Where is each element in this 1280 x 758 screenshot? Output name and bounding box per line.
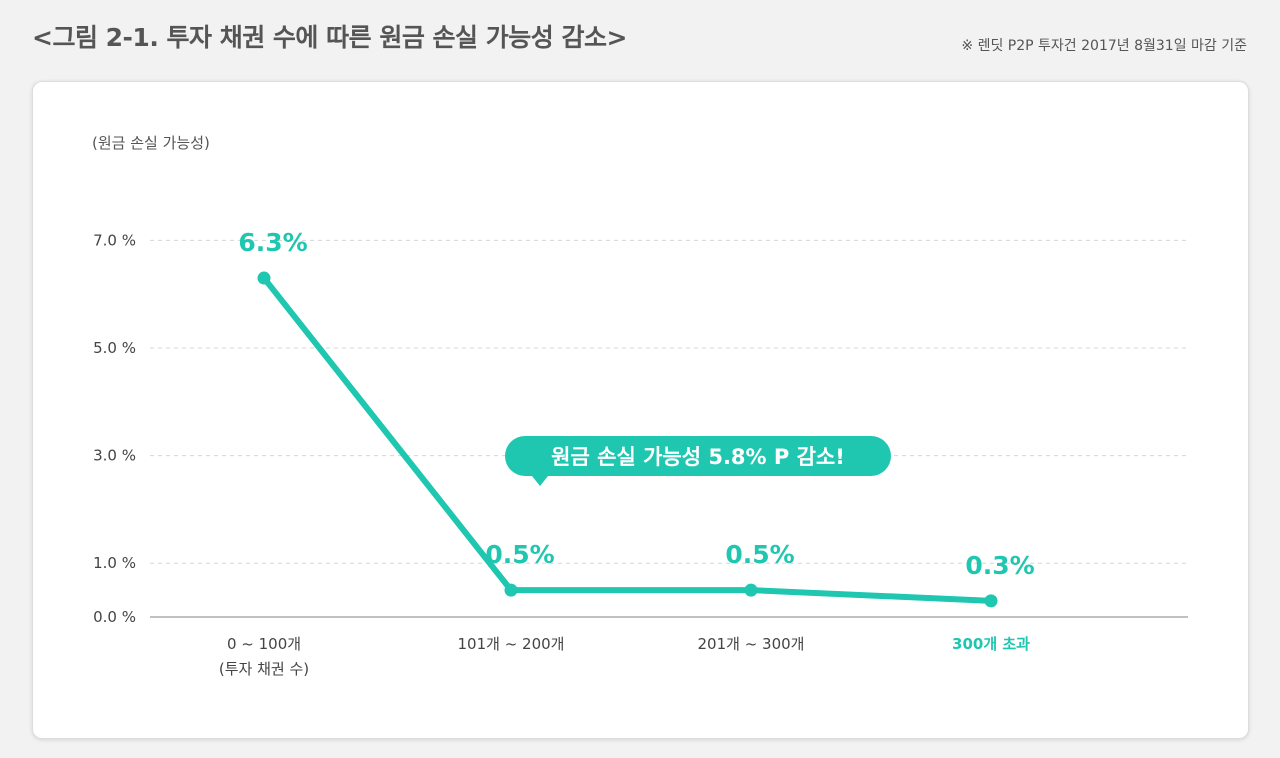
callout-shape [505,436,891,486]
data-point [744,583,758,597]
y-tick-label: 0.0 % [93,608,136,626]
series-line [261,275,994,604]
x-axis-subtitle: (투자 채권 수) [219,660,309,678]
data-point [257,271,271,285]
data-label: 0.5% [485,540,554,569]
data-label: 6.3% [238,228,307,257]
y-axis-title: (원금 손실 가능성) [92,134,210,152]
data-label: 0.3% [965,551,1034,580]
y-tick-label: 5.0 % [93,339,136,357]
y-tick-label: 3.0 % [93,447,136,465]
callout-text: 원금 손실 가능성 5.8% P 감소! [551,445,845,469]
x-tick-label: 201개 ~ 300개 [698,635,805,653]
chart-card [32,81,1249,739]
y-tick-label: 1.0 % [93,554,136,572]
x-tick-label: 0 ~ 100개 [227,635,301,653]
callout-bubble: 원금 손실 가능성 5.8% P 감소! [505,436,891,486]
data-label: 0.5% [725,540,794,569]
x-tick-label: 300개 초과 [952,635,1030,653]
source-note: ※ 렌딧 P2P 투자건 2017년 8월31일 마감 기준 [961,38,1247,54]
chart-title: <그림 2-1. 투자 채권 수에 따른 원금 손실 가능성 감소> [32,23,627,52]
data-point [504,583,518,597]
y-tick-label: 7.0 % [93,231,136,249]
x-tick-label: 101개 ~ 200개 [458,635,565,653]
data-point [984,594,998,608]
